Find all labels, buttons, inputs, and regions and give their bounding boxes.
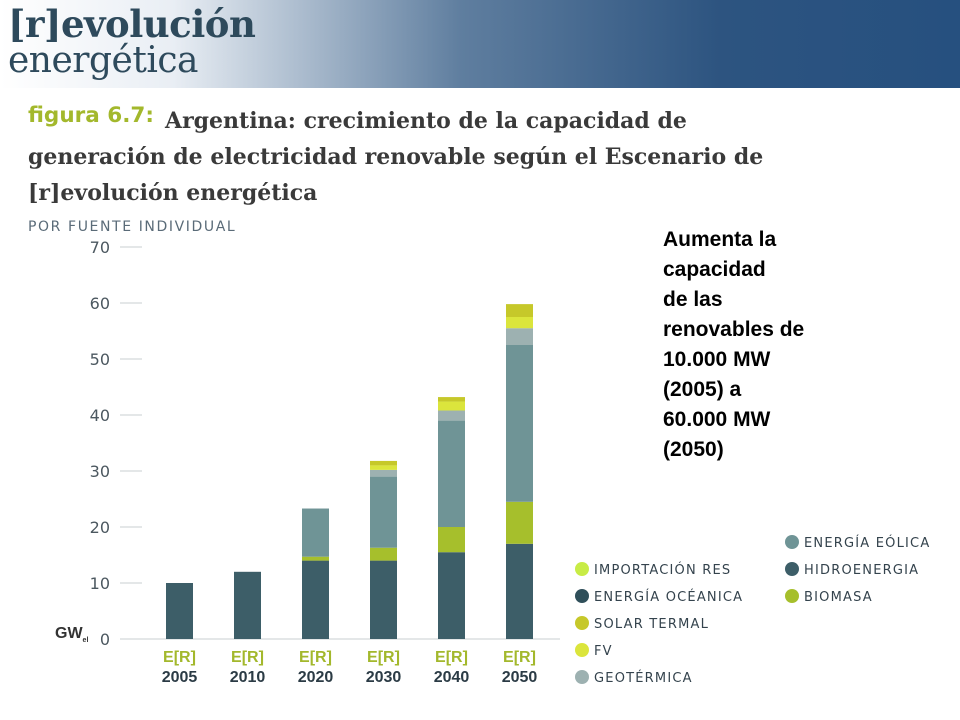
bar-2050-hidroenergia [506,543,533,639]
x-tick-label-2030: 2030 [366,669,402,686]
bar-2030-solar-termal [370,460,397,466]
x-tick-tag-2040: E[R] [435,649,468,666]
legend-label-4: GEOTÉRMICA [594,670,693,686]
bar-2030-biomasa [370,547,397,561]
y-axis-unit: GW [55,625,83,642]
y-tick-label-50: 50 [90,350,110,369]
bar-2030-fv [370,465,397,470]
bar-2040-fv [438,401,465,411]
x-tick-label-2020: 2020 [298,669,334,686]
x-tick-label-2050: 2050 [502,669,538,686]
legend-swatch-1 [575,589,589,603]
x-tick-tag-2020: E[R] [299,649,332,666]
bar-2005-hidroenergia [166,583,193,639]
x-tick-tag-2010: E[R] [231,649,264,666]
bar-2030-hidroenergia [370,560,397,639]
y-axis-unit-subscript: el [82,637,89,645]
brand-title-line1: [r]evolución [8,2,256,46]
legend-label-right-2: BIOMASA [804,590,873,605]
capacity-note: Aumenta la capacidad de las renovables d… [663,228,805,461]
brand-title-line2: energética [8,40,198,81]
bar-2040-biomasa [438,527,465,553]
legend-swatch-3 [575,643,589,657]
bar-2030-geot-rmica [370,469,397,477]
bar-2020-hidroenergia [302,560,329,639]
figure-title-block: Argentina: crecimiento de la capacidad d… [28,103,788,211]
x-tick-label-2005: 2005 [162,669,198,686]
legend-swatch-2 [575,616,589,630]
legend-label-right-0: ENERGÍA EÓLICA [804,535,930,551]
y-tick-label-20: 20 [90,518,110,537]
legend-label-2: SOLAR TERMAL [594,617,709,632]
bar-2050-energ-a-e-lica [506,345,533,502]
figure-label: figura 6.7: [28,103,154,128]
legend-label-1: ENERGÍA OCÉANICA [594,589,743,605]
x-tick-label-2040: 2040 [434,669,470,686]
bar-2050-fv [506,317,533,329]
y-tick-label-30: 30 [90,462,110,481]
y-axis-label: GWel [55,625,88,644]
legend-swatch-0 [575,562,589,576]
legend-label-right-1: HIDROENERGIA [804,563,919,578]
bar-2050-solar-termal [506,304,533,317]
figure-title: Argentina: crecimiento de la capacidad d… [28,108,764,206]
x-tick-label-2010: 2010 [230,669,266,686]
y-tick-label-70: 70 [90,238,110,257]
bar-2050-biomasa [506,501,533,544]
x-tick-tag-2005: E[R] [163,649,196,666]
bar-2040-hidroenergia [438,552,465,639]
figure-subtitle: POR FUENTE INDIVIDUAL [28,219,237,235]
legend-swatch-4 [575,670,589,684]
bar-2010-hidroenergia [234,571,261,639]
legend-swatch-right-0 [785,535,799,549]
y-tick-label-40: 40 [90,406,110,425]
bar-2040-geot-rmica [438,410,465,421]
legend-swatch-right-2 [785,589,799,603]
bar-2050-geot-rmica [506,328,533,345]
y-tick-label-0: 0 [100,630,110,649]
bar-2020-energ-a-e-lica [302,508,329,557]
y-tick-label-60: 60 [90,294,110,313]
bar-2020-biomasa [302,556,329,561]
legend-swatch-right-1 [785,562,799,576]
y-tick-label-10: 10 [90,574,110,593]
legend-label-3: FV [594,644,613,659]
x-tick-tag-2050: E[R] [503,649,536,666]
bar-2040-solar-termal [438,397,465,402]
bar-2040-energ-a-e-lica [438,420,465,527]
legend-label-0: IMPORTACIÓN RES [594,562,731,578]
x-tick-tag-2030: E[R] [367,649,400,666]
bar-2030-energ-a-e-lica [370,476,397,548]
header-banner: [r]evolución energética [0,0,960,88]
